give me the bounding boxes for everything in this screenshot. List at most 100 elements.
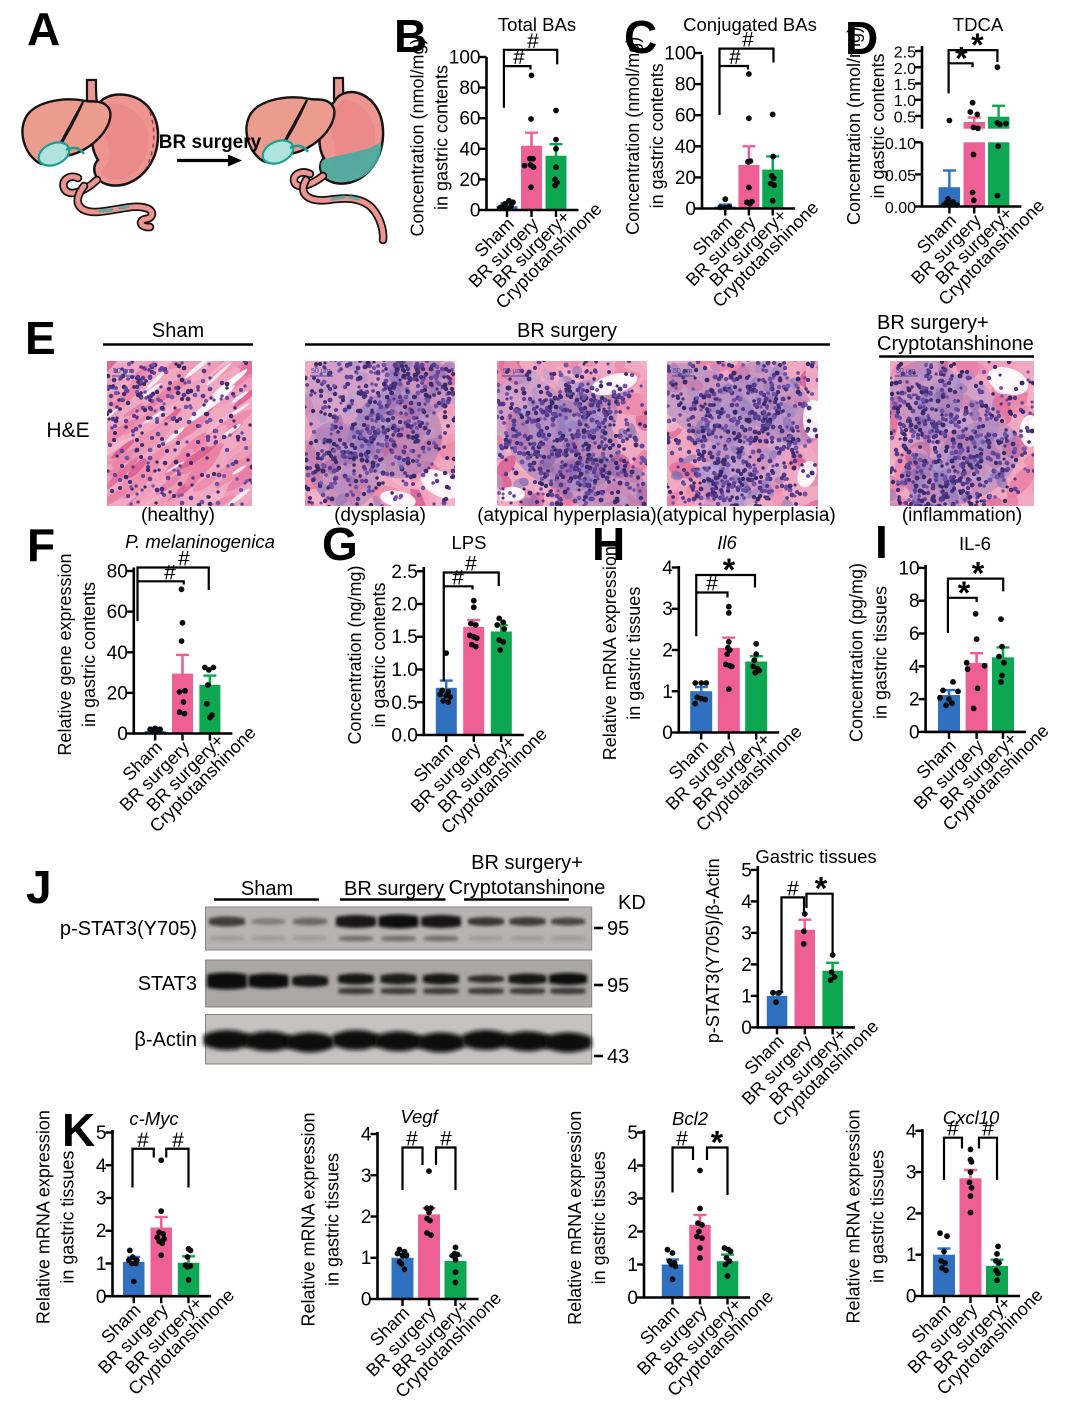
svg-text:H: H — [592, 518, 625, 570]
svg-text:C: C — [624, 11, 657, 63]
svg-text:c-Myc: c-Myc — [129, 1108, 179, 1129]
svg-text:#: # — [452, 566, 464, 589]
svg-text:Vegf: Vegf — [400, 1106, 439, 1127]
svg-text:80: 80 — [459, 78, 480, 99]
svg-text:3: 3 — [627, 1189, 638, 1210]
svg-text:p-STAT3(Y705)/β-Actin: p-STAT3(Y705)/β-Actin — [703, 858, 723, 1043]
svg-text:Il6: Il6 — [717, 532, 737, 553]
svg-text:0.10: 0.10 — [885, 136, 916, 153]
svg-text:Relative mRNA expression: Relative mRNA expression — [565, 1111, 585, 1325]
svg-text:0: 0 — [627, 1288, 638, 1309]
svg-text:60: 60 — [107, 602, 128, 623]
svg-text:Gastric tissues: Gastric tissues — [755, 846, 876, 867]
svg-text:*: * — [955, 40, 968, 76]
svg-text:*: * — [958, 575, 971, 611]
svg-text:0: 0 — [117, 724, 128, 745]
svg-text:(inflammation): (inflammation) — [902, 505, 1022, 526]
svg-text:4: 4 — [96, 1156, 107, 1177]
svg-text:Concentration (pg/mg): Concentration (pg/mg) — [847, 563, 867, 742]
svg-text:TDCA: TDCA — [953, 14, 1004, 35]
svg-text:8: 8 — [909, 591, 920, 612]
svg-text:4: 4 — [741, 892, 752, 913]
svg-text:#: # — [706, 573, 718, 596]
svg-text:2: 2 — [662, 641, 673, 662]
svg-text:J: J — [26, 861, 52, 913]
svg-text:80: 80 — [675, 75, 696, 96]
svg-text:3: 3 — [906, 1163, 917, 1184]
svg-text:43: 43 — [607, 1046, 629, 1068]
svg-text:(healthy): (healthy) — [141, 505, 215, 526]
svg-text:10: 10 — [898, 558, 919, 579]
svg-text:2: 2 — [741, 955, 752, 976]
svg-text:*: * — [815, 871, 828, 907]
svg-text:1: 1 — [741, 986, 752, 1007]
svg-text:in gastric tissues: in gastric tissues — [624, 587, 644, 720]
svg-text:#: # — [465, 553, 477, 576]
svg-text:G: G — [322, 518, 358, 570]
svg-text:in gastric tissues: in gastric tissues — [871, 586, 891, 719]
svg-text:#: # — [513, 46, 525, 69]
svg-text:2: 2 — [627, 1222, 638, 1243]
svg-text:50 μm: 50 μm — [503, 368, 523, 375]
svg-text:#: # — [178, 548, 190, 571]
svg-text:0: 0 — [906, 1287, 917, 1308]
svg-text:6: 6 — [909, 624, 920, 645]
svg-text:F: F — [27, 519, 55, 571]
svg-text:1: 1 — [361, 1248, 372, 1269]
svg-text:in gastric tissues: in gastric tissues — [323, 1153, 343, 1286]
svg-text:5: 5 — [627, 1123, 638, 1144]
svg-text:#: # — [729, 46, 741, 69]
svg-text:P. melaninogenica: P. melaninogenica — [125, 531, 275, 552]
svg-text:100: 100 — [449, 48, 481, 69]
svg-text:0.05: 0.05 — [885, 168, 916, 185]
svg-text:Bcl2: Bcl2 — [672, 1108, 709, 1129]
svg-text:20: 20 — [107, 683, 128, 704]
svg-text:(atypical hyperplasia): (atypical hyperplasia) — [477, 505, 657, 526]
svg-text:#: # — [440, 1128, 452, 1151]
svg-text:0: 0 — [96, 1287, 107, 1308]
svg-text:Concentration (nmol/mg): Concentration (nmol/mg) — [408, 38, 428, 236]
svg-text:4: 4 — [906, 1121, 917, 1142]
svg-text:0: 0 — [741, 1018, 752, 1039]
svg-text:20: 20 — [675, 168, 696, 189]
svg-text:2: 2 — [361, 1207, 372, 1228]
svg-text:*: * — [711, 1125, 724, 1161]
svg-text:3: 3 — [662, 599, 673, 620]
svg-text:1.5: 1.5 — [894, 77, 916, 94]
svg-text:*: * — [972, 556, 985, 592]
svg-text:0: 0 — [909, 722, 920, 743]
svg-text:0: 0 — [662, 723, 673, 744]
svg-text:0: 0 — [361, 1290, 372, 1311]
svg-text:50 μm: 50 μm — [896, 368, 916, 375]
svg-text:4: 4 — [361, 1125, 372, 1146]
svg-text:1: 1 — [627, 1255, 638, 1276]
svg-text:2: 2 — [96, 1221, 107, 1242]
svg-text:#: # — [527, 30, 539, 53]
svg-text:#: # — [982, 1118, 994, 1141]
svg-text:2.5: 2.5 — [894, 45, 916, 62]
svg-text:0: 0 — [685, 199, 696, 220]
svg-text:40: 40 — [675, 137, 696, 158]
svg-text:BR surgery+: BR surgery+ — [471, 852, 583, 874]
svg-text:in gastric contents: in gastric contents — [369, 582, 389, 727]
svg-text:Sham: Sham — [241, 878, 293, 900]
svg-text:#: # — [787, 877, 799, 900]
svg-text:*: * — [723, 552, 736, 588]
svg-text:Relative gene expression: Relative gene expression — [55, 553, 75, 755]
svg-text:*: * — [971, 27, 984, 63]
svg-text:in gastric contents: in gastric contents — [647, 63, 667, 208]
svg-text:2.0: 2.0 — [391, 595, 417, 616]
svg-text:#: # — [947, 1118, 959, 1141]
svg-text:in gastric tissues: in gastric tissues — [589, 1151, 609, 1284]
svg-text:2.0: 2.0 — [894, 61, 916, 78]
svg-text:D: D — [845, 12, 878, 64]
svg-text:Conjugated BAs: Conjugated BAs — [683, 14, 817, 35]
svg-text:50 μm: 50 μm — [311, 368, 331, 375]
svg-text:(atypical hyperplasia): (atypical hyperplasia) — [656, 505, 836, 526]
svg-text:1: 1 — [662, 682, 673, 703]
svg-text:Cryptotanshinone: Cryptotanshinone — [877, 333, 1034, 355]
svg-text:in gastric contents: in gastric contents — [79, 582, 99, 727]
svg-text:(dysplasia): (dysplasia) — [334, 505, 426, 526]
svg-text:BR surgery: BR surgery — [517, 320, 617, 342]
svg-text:#: # — [172, 1129, 184, 1152]
